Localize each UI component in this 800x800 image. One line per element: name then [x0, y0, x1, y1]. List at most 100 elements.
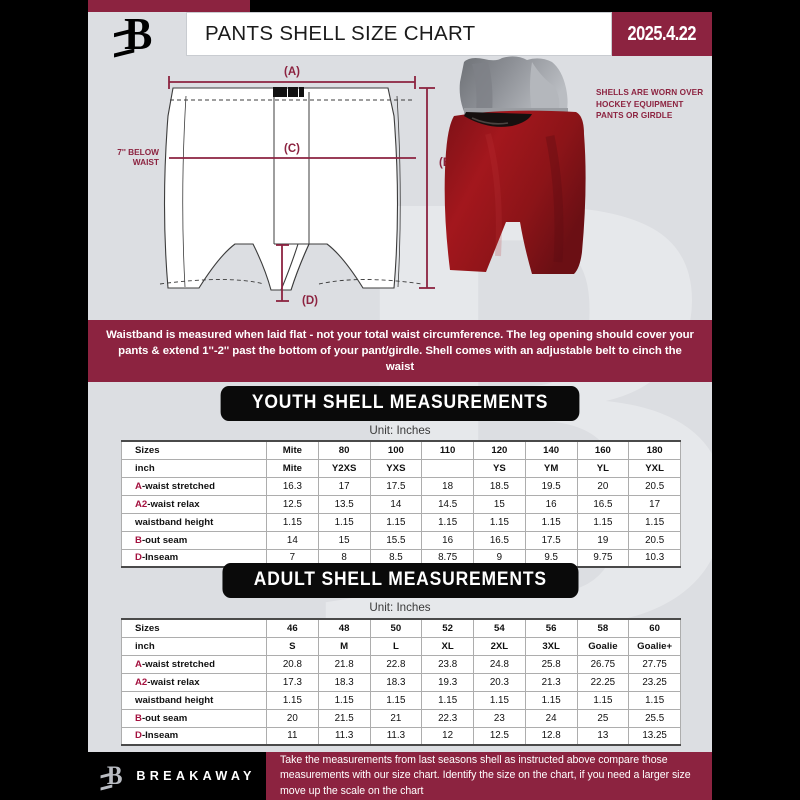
adult-cell: 23.25 [628, 672, 681, 692]
adult-cell: 13 [576, 726, 630, 746]
adult-cell: XL [421, 636, 474, 656]
adult-cell: 1.15 [317, 690, 371, 710]
adult-cell: 27.75 [628, 654, 681, 674]
adult-cell: 2XL [473, 636, 526, 656]
measurement-key: D [135, 730, 142, 742]
adult-cell: 1.15 [473, 690, 526, 710]
page-header: B PANTS SHELL SIZE CHART 2025.4.22 [88, 11, 712, 57]
breakaway-b-icon-footer: B [106, 761, 123, 790]
youth-cell: 1.15 [317, 512, 371, 532]
table-row: A2-waist relax 12.5 13.5 14 14.5 15 16 16.5 17 [121, 494, 681, 514]
youth-cell: 16 [421, 530, 474, 550]
adult-cell: 1.15 [628, 690, 681, 710]
youth-cell: 1.15 [266, 512, 319, 532]
adult-row-label: B-out seam [121, 708, 267, 728]
youth-cell: 1.15 [421, 512, 474, 532]
adult-cell: 11.3 [369, 726, 423, 746]
youth-cell: 17 [317, 476, 371, 496]
adult-table-wrapper: Sizes 46 48 50 52 54 56 58 60 inch S M L XL 2XL 3XL Goal… [121, 618, 681, 746]
adult-cell: 1.15 [266, 690, 319, 710]
adult-cell: 20.8 [266, 654, 319, 674]
label-d: (D) [302, 295, 318, 307]
youth-cell: Mite [266, 458, 319, 478]
table-row: B-out seam 14 15 15.5 16 16.5 17.5 19 20.5 [121, 530, 681, 550]
youth-cell: 13.5 [317, 494, 371, 514]
table-row: A-waist stretched 20.8 21.8 22.8 23.8 24.8 25.… [121, 654, 681, 674]
adult-cell: 1.15 [524, 690, 578, 710]
adult-cell: Goalie+ [628, 636, 681, 656]
page-footer: B BREAKAWAY Take the measurements from l… [88, 752, 712, 800]
youth-cell: 17 [628, 494, 681, 514]
adult-cell: 21 [369, 708, 423, 728]
youth-cell: Y2XS [317, 458, 371, 478]
youth-row-label: waistband height [121, 512, 267, 532]
youth-row-label: B-out seam [121, 530, 267, 550]
label-a: (A) [284, 66, 300, 78]
page-title-text: PANTS SHELL SIZE CHART [205, 22, 476, 45]
youth-cell: YS [473, 458, 526, 478]
brand-logo: B [88, 11, 186, 57]
adult-cell: 60 [628, 618, 681, 638]
youth-cell: 19.5 [524, 476, 578, 496]
adult-cell: 22.8 [369, 654, 423, 674]
adult-cell: 21.8 [317, 654, 371, 674]
measurement-key: A2 [135, 498, 148, 510]
adult-cell: 25 [576, 708, 630, 728]
youth-cell: YXL [628, 458, 681, 478]
youth-heading: YOUTH SHELL MEASUREMENTS [220, 386, 580, 421]
youth-cell: 20.5 [628, 530, 681, 550]
youth-unit-label: Unit: Inches [369, 424, 431, 437]
youth-cell: 180 [628, 440, 681, 460]
adult-cell: 23 [473, 708, 526, 728]
adult-row-label: A-waist stretched [121, 654, 267, 674]
youth-cell: 17.5 [524, 530, 578, 550]
adult-cell: M [317, 636, 371, 656]
youth-cell: Mite [266, 440, 319, 460]
adult-cell: S [266, 636, 319, 656]
youth-cell: 18.5 [473, 476, 526, 496]
adult-cell: 1.15 [576, 690, 630, 710]
footer-brand: B BREAKAWAY [88, 752, 266, 800]
measurement-key: D [135, 552, 142, 564]
pants-technical-drawing: (A) (B) (C) (D) 7'' BELOW WAIST [117, 66, 455, 307]
diagram-area: (A) (B) (C) (D) 7'' BELOW WAIST [88, 56, 712, 318]
adult-row-label: inch [121, 636, 267, 656]
youth-cell: YL [576, 458, 630, 478]
youth-cell: 14 [369, 494, 423, 514]
adult-cell: 50 [369, 618, 423, 638]
adult-cell: 12 [421, 726, 474, 746]
adult-row-label: waistband height [121, 690, 267, 710]
adult-row-label: A2-waist relax [121, 672, 267, 692]
youth-cell: 14.5 [421, 494, 474, 514]
adult-cell: 24.8 [473, 654, 526, 674]
youth-cell: 18 [421, 476, 474, 496]
youth-measurements-table: Sizes Mite 80 100 110 120 140 160 180 inch Mite Y2X… [121, 440, 681, 568]
adult-cell: 11 [266, 726, 319, 746]
adult-cell: 18.3 [317, 672, 371, 692]
adult-cell: 23.8 [421, 654, 474, 674]
footer-brand-name: BREAKAWAY [136, 769, 256, 783]
table-row: inch S M L XL 2XL 3XL Goalie Goalie+ [121, 636, 681, 656]
measurement-instruction-banner: Waistband is measured when laid flat - n… [88, 320, 712, 382]
adult-cell: 54 [473, 618, 526, 638]
youth-cell: 110 [421, 440, 474, 460]
youth-row-label: A2-waist relax [121, 494, 267, 514]
adult-measurements-table: Sizes 46 48 50 52 54 56 58 60 inch S M L XL 2XL 3XL Goal… [121, 618, 681, 746]
youth-cell: 20.5 [628, 476, 681, 496]
measurement-key: B [135, 712, 142, 724]
page-title: PANTS SHELL SIZE CHART [186, 12, 612, 56]
youth-cell: 16.5 [473, 530, 526, 550]
adult-cell: 3XL [524, 636, 578, 656]
adult-cell: 52 [421, 618, 474, 638]
adult-cell: 22.3 [421, 708, 474, 728]
youth-cell: 20 [576, 476, 630, 496]
youth-row-label: A-waist stretched [121, 476, 267, 496]
adult-cell: 1.15 [369, 690, 423, 710]
size-chart-page: B B PANTS SHELL SIZE CHART 2025.4.22 [88, 0, 712, 800]
youth-cell: 120 [473, 440, 526, 460]
adult-cell: 12.8 [524, 726, 578, 746]
adult-cell: 58 [576, 618, 630, 638]
youth-cell: 15.5 [369, 530, 423, 550]
shell-note: SHELLS ARE WORN OVER HOCKEY EQUIPMENT PA… [596, 88, 704, 121]
adult-cell: 20.3 [473, 672, 526, 692]
